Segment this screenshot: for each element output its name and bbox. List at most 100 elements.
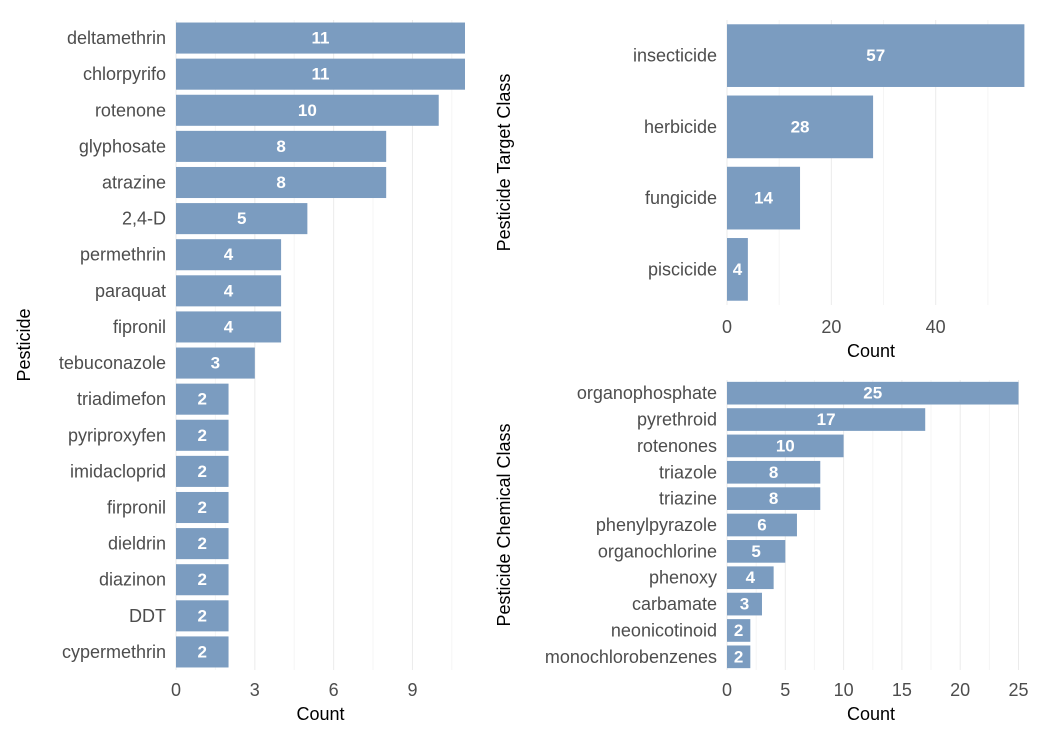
bar-diazinon — [176, 564, 229, 596]
category-label-phenoxy: phenoxy — [649, 568, 717, 588]
bar-fipronil — [176, 311, 282, 343]
value-label-phenylpyrazole: 6 — [757, 516, 766, 535]
bar-monochlorobenzenes — [727, 645, 751, 669]
value-label-phenoxy: 4 — [746, 568, 756, 587]
bar-carbamate — [727, 592, 762, 616]
value-label-monochlorobenzenes: 2 — [734, 647, 743, 666]
bar-fungicide — [727, 166, 801, 230]
category-label-neonicotinoid: neonicotinoid — [611, 620, 717, 640]
value-label-permethrin: 4 — [224, 245, 234, 264]
category-label-fungicide: fungicide — [645, 188, 717, 208]
category-label-firpronil: firpronil — [107, 498, 166, 518]
bar-firpronil — [176, 491, 229, 524]
category-label-carbamate: carbamate — [632, 594, 717, 614]
category-label-phenylpyrazole: phenylpyrazole — [596, 515, 717, 535]
y-axis-title: Pesticide Chemical Class — [494, 423, 514, 626]
value-label-fipronil: 4 — [224, 317, 234, 336]
value-label-imidacloprid: 2 — [198, 462, 207, 481]
value-label-diazinon: 2 — [198, 570, 207, 589]
category-label-triazine: triazine — [659, 489, 717, 509]
pesticide-count-chart: deltamethrin 11 chlorpyrifo 11 rotenone 10 gly… — [14, 20, 465, 724]
category-label-monochlorobenzenes: monochlorobenzenes — [545, 647, 717, 667]
x-tick-label: 20 — [821, 317, 841, 337]
category-label-glyphosate: glyphosate — [79, 136, 166, 156]
category-label-triadimefon: triadimefon — [77, 389, 166, 409]
x-tick-label: 10 — [834, 680, 854, 700]
value-label-herbicide: 28 — [791, 117, 810, 136]
value-label-fungicide: 14 — [754, 189, 773, 208]
category-label-herbicide: herbicide — [644, 117, 717, 137]
value-label-tebuconazole: 3 — [211, 354, 220, 373]
value-label-ddt: 2 — [198, 606, 207, 625]
value-label-glyphosate: 8 — [276, 137, 285, 156]
category-label-rotenone: rotenone — [95, 100, 166, 120]
value-label-pyrethroid: 17 — [817, 410, 836, 429]
bar-herbicide — [727, 95, 874, 159]
bar-glyphosate — [176, 130, 387, 162]
category-label-cypermethrin: cypermethrin — [62, 642, 166, 662]
bar-pyriproxyfen — [176, 419, 229, 451]
bar-piscicide — [727, 238, 748, 301]
value-label-organophosphate: 25 — [863, 384, 882, 403]
bar-pyrethroid — [727, 408, 926, 431]
value-label-insecticide: 57 — [866, 46, 885, 65]
category-label-atrazine: atrazine — [102, 173, 166, 193]
major-gridlines — [175, 20, 413, 670]
category-label-imidacloprid: imidacloprid — [70, 461, 166, 481]
value-label-triadimefon: 2 — [198, 390, 207, 409]
bar-phenoxy — [727, 566, 774, 590]
x-axis-title: Count — [296, 704, 344, 724]
category-label-deltamethrin: deltamethrin — [67, 28, 166, 48]
value-label-rotenones: 10 — [776, 436, 795, 455]
x-tick-label: 6 — [329, 680, 339, 700]
y-axis-title: Pesticide — [14, 308, 34, 381]
bar-atrazine — [176, 166, 387, 199]
value-label-piscicide: 4 — [733, 260, 743, 279]
y-axis-title: Pesticide Target Class — [494, 74, 514, 252]
value-label-triazine: 8 — [769, 489, 778, 508]
category-label-ddt: DDT — [129, 606, 166, 626]
category-label-organochlorine: organochlorine — [598, 541, 717, 561]
value-label-neonicotinoid: 2 — [734, 621, 743, 640]
bar-triadimefon — [176, 383, 229, 415]
value-label-paraquat: 4 — [224, 281, 234, 300]
x-axis-title: Count — [847, 704, 895, 724]
category-label-insecticide: insecticide — [633, 46, 717, 66]
x-tick-label: 0 — [722, 680, 732, 700]
x-tick-label: 40 — [926, 317, 946, 337]
bar-rotenones — [727, 434, 844, 458]
category-label-chlorpyrifo: chlorpyrifo — [83, 64, 166, 84]
value-label-organochlorine: 5 — [751, 542, 760, 561]
category-label-paraquat: paraquat — [95, 281, 166, 301]
bar-triazine — [727, 487, 821, 510]
category-label-fipronil: fipronil — [113, 317, 166, 337]
bar-organophosphate — [727, 381, 1019, 405]
bar-insecticide — [727, 24, 1025, 87]
bar-2-4-d — [176, 203, 308, 235]
bar-rotenone — [176, 94, 439, 126]
bar-neonicotinoid — [727, 619, 751, 642]
category-label-pyrethroid: pyrethroid — [637, 410, 717, 430]
category-label-2-4-d: 2,4-D — [122, 209, 166, 229]
value-label-2-4-d: 5 — [237, 209, 246, 228]
x-tick-label: 9 — [407, 680, 417, 700]
value-label-carbamate: 3 — [740, 595, 749, 614]
category-label-pyriproxyfen: pyriproxyfen — [68, 425, 166, 445]
category-label-organophosphate: organophosphate — [577, 383, 717, 403]
bar-triazole — [727, 460, 821, 484]
x-tick-label: 15 — [892, 680, 912, 700]
value-label-chlorpyrifo: 11 — [312, 65, 330, 84]
bar-phenylpyrazole — [727, 513, 797, 537]
value-label-atrazine: 8 — [276, 173, 285, 192]
value-label-cypermethrin: 2 — [198, 642, 207, 661]
bar-ddt — [176, 600, 229, 632]
value-label-pyriproxyfen: 2 — [198, 426, 207, 445]
bar-permethrin — [176, 239, 282, 271]
bar-chlorpyrifo — [176, 58, 465, 90]
value-label-triazole: 8 — [769, 463, 778, 482]
target-class-count-chart: insecticide 57 herbicide 28 fungicide 14 pisci… — [494, 20, 1025, 361]
value-label-firpronil: 2 — [198, 498, 207, 517]
category-label-permethrin: permethrin — [80, 245, 166, 265]
